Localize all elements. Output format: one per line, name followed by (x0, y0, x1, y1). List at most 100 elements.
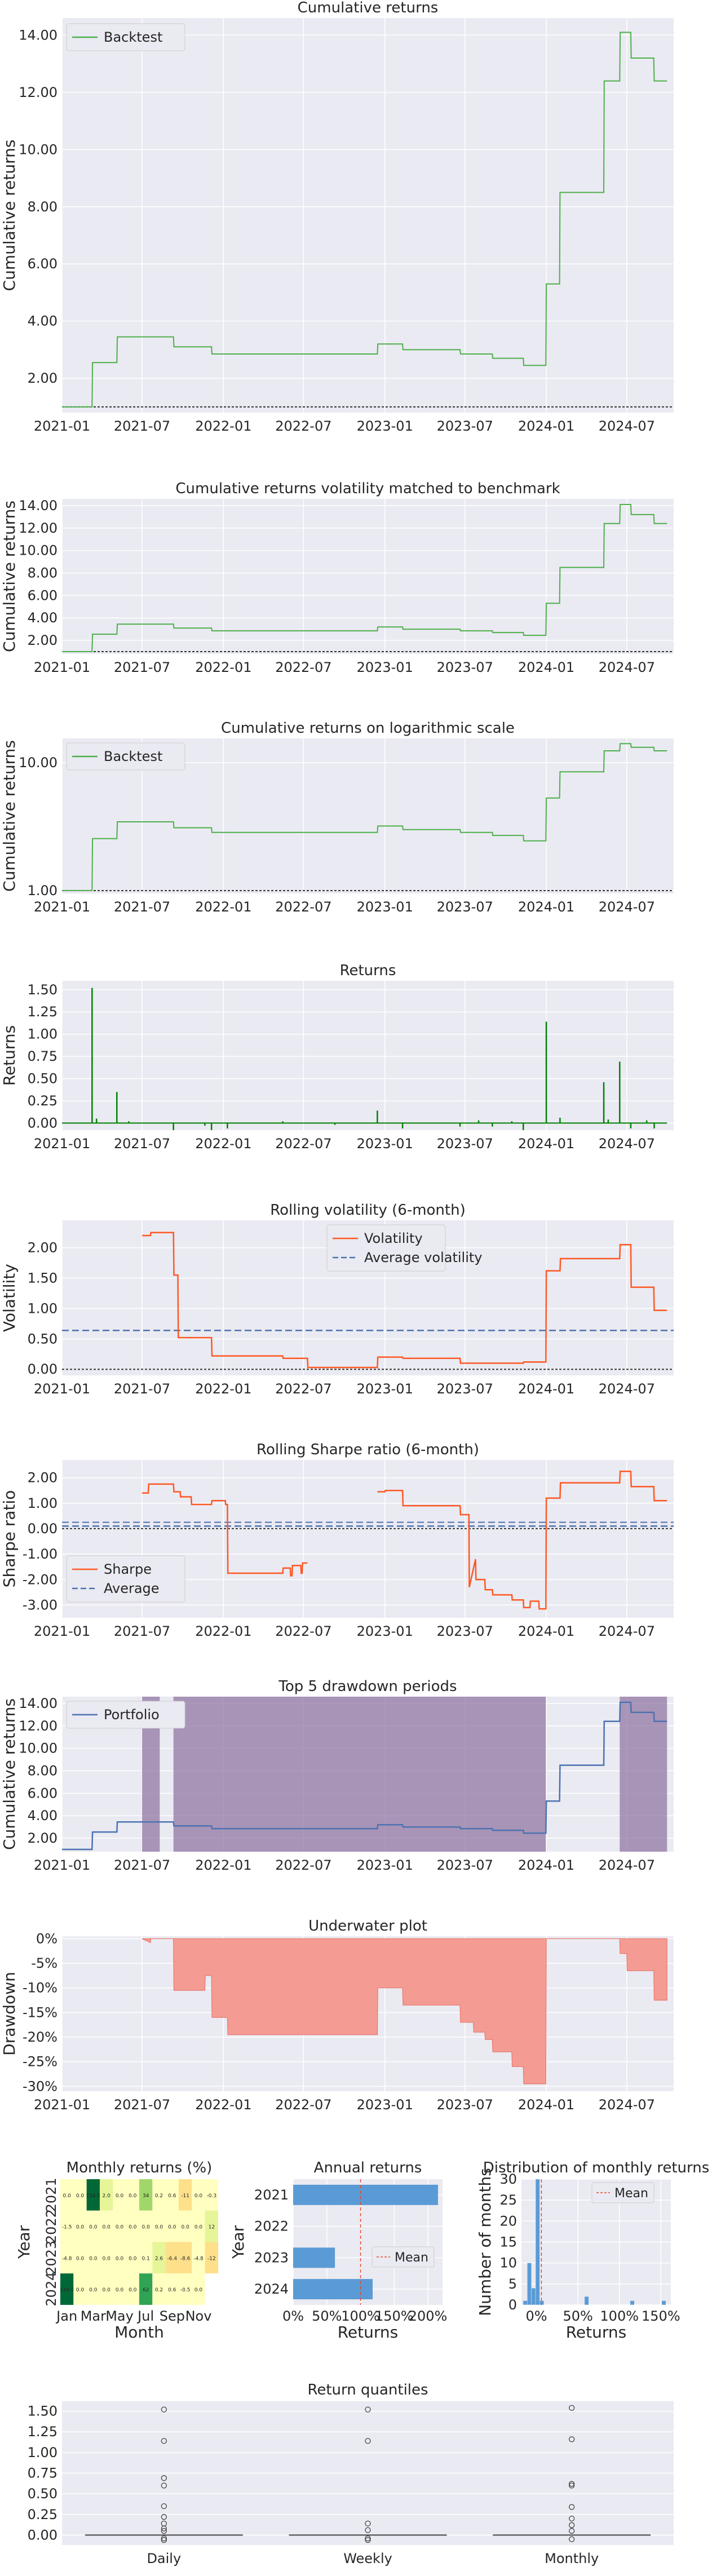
quantile-outlier (365, 2520, 371, 2527)
heatmap-cell (139, 2179, 153, 2211)
y-tick-label: 0.00 (28, 1115, 58, 1131)
y-tick-label: 4.00 (28, 1808, 58, 1823)
sharpe-line-1 (142, 1483, 308, 1577)
histogram-bar (527, 2263, 532, 2305)
x-tick-label: 2024-07 (599, 899, 655, 915)
x-tick-label: 150% (375, 2308, 414, 2324)
y-tick-label: 2024 (254, 2281, 289, 2297)
y-tick-label: 10.00 (19, 755, 58, 771)
heatmap-cell-label: -12 (207, 2256, 216, 2261)
heatmap-cell (86, 2179, 100, 2211)
y-axis-label: Sharpe ratio (0, 1490, 19, 1588)
heatmap-cell (205, 2273, 218, 2305)
heatmap-cell-label: 2.6 (155, 2256, 163, 2261)
heatmap-cell (60, 2242, 74, 2274)
heatmap-cell-label: -4.8 (62, 2256, 72, 2261)
y-axis-label: Cumulative returns (0, 1698, 19, 1850)
heatmap-cell-label: -0.3 (207, 2193, 217, 2199)
y-tick-label: 12.00 (19, 1718, 58, 1734)
x-tick-label: 2024-01 (518, 660, 574, 675)
chart-title: Cumulative returns (298, 0, 439, 16)
x-tick-label: 2023-07 (437, 1623, 493, 1639)
histogram-bar (630, 2300, 635, 2305)
x-tick-label: 2021-07 (114, 1136, 170, 1152)
panel-underwater: -30% -25% -20% -15% -10% -5% 0% 2021-01 2021-07 2… (0, 1918, 674, 2113)
quantile-outlier (569, 2481, 575, 2487)
y-tick-label: -10% (23, 1980, 58, 1996)
y-tick-label: 1.00 (28, 1300, 58, 1316)
panel-vol_matched: 2.00 4.00 6.00 8.00 10.00 12.00 14.00 2021-01 20… (0, 480, 674, 675)
quantile-outlier (161, 2537, 167, 2543)
y-tick-label: 1.00 (28, 883, 58, 898)
y-axis-label: Volatility (0, 1264, 19, 1332)
heatmap-cell-label: 2.0 (103, 2193, 111, 2199)
quantile-outlier (569, 2522, 575, 2528)
x-tick-label: 2023-01 (357, 418, 413, 434)
x-tick-label: 2023-07 (437, 660, 493, 675)
legend-box (326, 1224, 446, 1272)
heatmap-cell (73, 2179, 87, 2211)
annual-bar (293, 2279, 373, 2300)
quantile-outlier (569, 2436, 575, 2442)
chart-title: Cumulative returns on logarithmic scale (221, 720, 515, 737)
heatmap-cell-label: 0.0 (142, 2225, 151, 2230)
y-tick-label: 6.00 (28, 256, 58, 272)
x-tick-label: 2024-01 (518, 1381, 574, 1397)
y-tick-label: 15 (499, 2234, 517, 2250)
x-tick-label: 2023-01 (357, 660, 413, 675)
quantile-outlier (365, 2406, 371, 2413)
heatmap-cell-label: 0.0 (89, 2287, 98, 2293)
heatmap-cell-label: 0.0 (103, 2256, 111, 2261)
panel-drawdown_periods: 2.00 4.00 6.00 8.00 10.00 12.00 14.00 2021-01 20… (0, 1678, 674, 1873)
x-tick-label: Jan (55, 2308, 77, 2324)
heatmap-cell-label: 116.0 (60, 2287, 74, 2293)
x-tick-label: 2023-07 (437, 1381, 493, 1397)
heatmap-cell-label: 0.0 (129, 2287, 137, 2293)
heatmap-cell-label: 0.0 (89, 2225, 98, 2230)
y-tick-label: 2.00 (28, 632, 58, 648)
heatmap-cell (100, 2210, 113, 2242)
heatmap-cell-label: 34 (143, 2193, 149, 2199)
x-tick-label: 150% (642, 2308, 680, 2324)
x-tick-label: 2024-01 (518, 1136, 574, 1152)
x-tick-label: 2022-01 (195, 418, 251, 434)
heatmap-cell (205, 2242, 218, 2274)
y-tick-label: 10 (499, 2255, 517, 2271)
heatmap-cell-label: 154.0 (86, 2193, 100, 2199)
x-tick-label: 2021-01 (34, 1623, 90, 1639)
y-tick-label: 1.25 (28, 2424, 58, 2440)
y-tick-label: 0.00 (28, 2527, 58, 2543)
y-tick-label: -2.00 (23, 1572, 58, 1587)
panel-quantiles: 0.00 0.25 0.50 0.75 1.00 1.25 1.50 Daily Weekly M… (28, 2382, 674, 2566)
sharpe-line-2 (377, 1471, 667, 1610)
x-tick-label: May (105, 2308, 134, 2324)
x-tick-label: 0% (525, 2308, 547, 2324)
histogram-bar (523, 2300, 528, 2305)
x-tick-label: Weekly (343, 2551, 392, 2566)
quantile-outlier (569, 2482, 575, 2489)
x-tick-label: 2021-07 (114, 1623, 170, 1639)
y-tick-label: 2.00 (28, 1830, 58, 1846)
heatmap-cell-label: 12 (209, 2225, 215, 2230)
heatmap-cell (73, 2242, 87, 2274)
heatmap-cell-label: 0.0 (103, 2287, 111, 2293)
heatmap-cell (179, 2273, 192, 2305)
panel-log: 1.00 10.00 2021-01 2021-07 2022-01 2022-07 202… (0, 720, 674, 915)
y-tick-label: 4.00 (28, 610, 58, 626)
histogram-bar (661, 2300, 666, 2305)
legend-label: Backtest (104, 749, 162, 764)
heatmap-cell (179, 2210, 192, 2242)
chart-title: Distribution of monthly returns (483, 2159, 710, 2176)
x-tick-label: 2022-01 (195, 1381, 251, 1397)
x-tick-label: 2023-07 (437, 2097, 493, 2113)
x-tick-label: Nov (185, 2308, 212, 2324)
heatmap-cell-label: -4.8 (193, 2256, 204, 2261)
x-tick-label: 2024-07 (599, 660, 655, 675)
x-tick-label: 2022-07 (275, 1857, 331, 1873)
y-tick-label: 1.50 (28, 2404, 58, 2419)
heatmap-cell-label: 0.0 (168, 2225, 176, 2230)
y-tick-label: 8.00 (28, 1763, 58, 1779)
heatmap-cell (113, 2179, 126, 2211)
panel-monthly-dist: 0 5 10 15 20 25 30 0% 50% 100% 150% Mean Distributio… (476, 2159, 709, 2342)
heatmap-cell-label: -0.5 (180, 2287, 191, 2293)
